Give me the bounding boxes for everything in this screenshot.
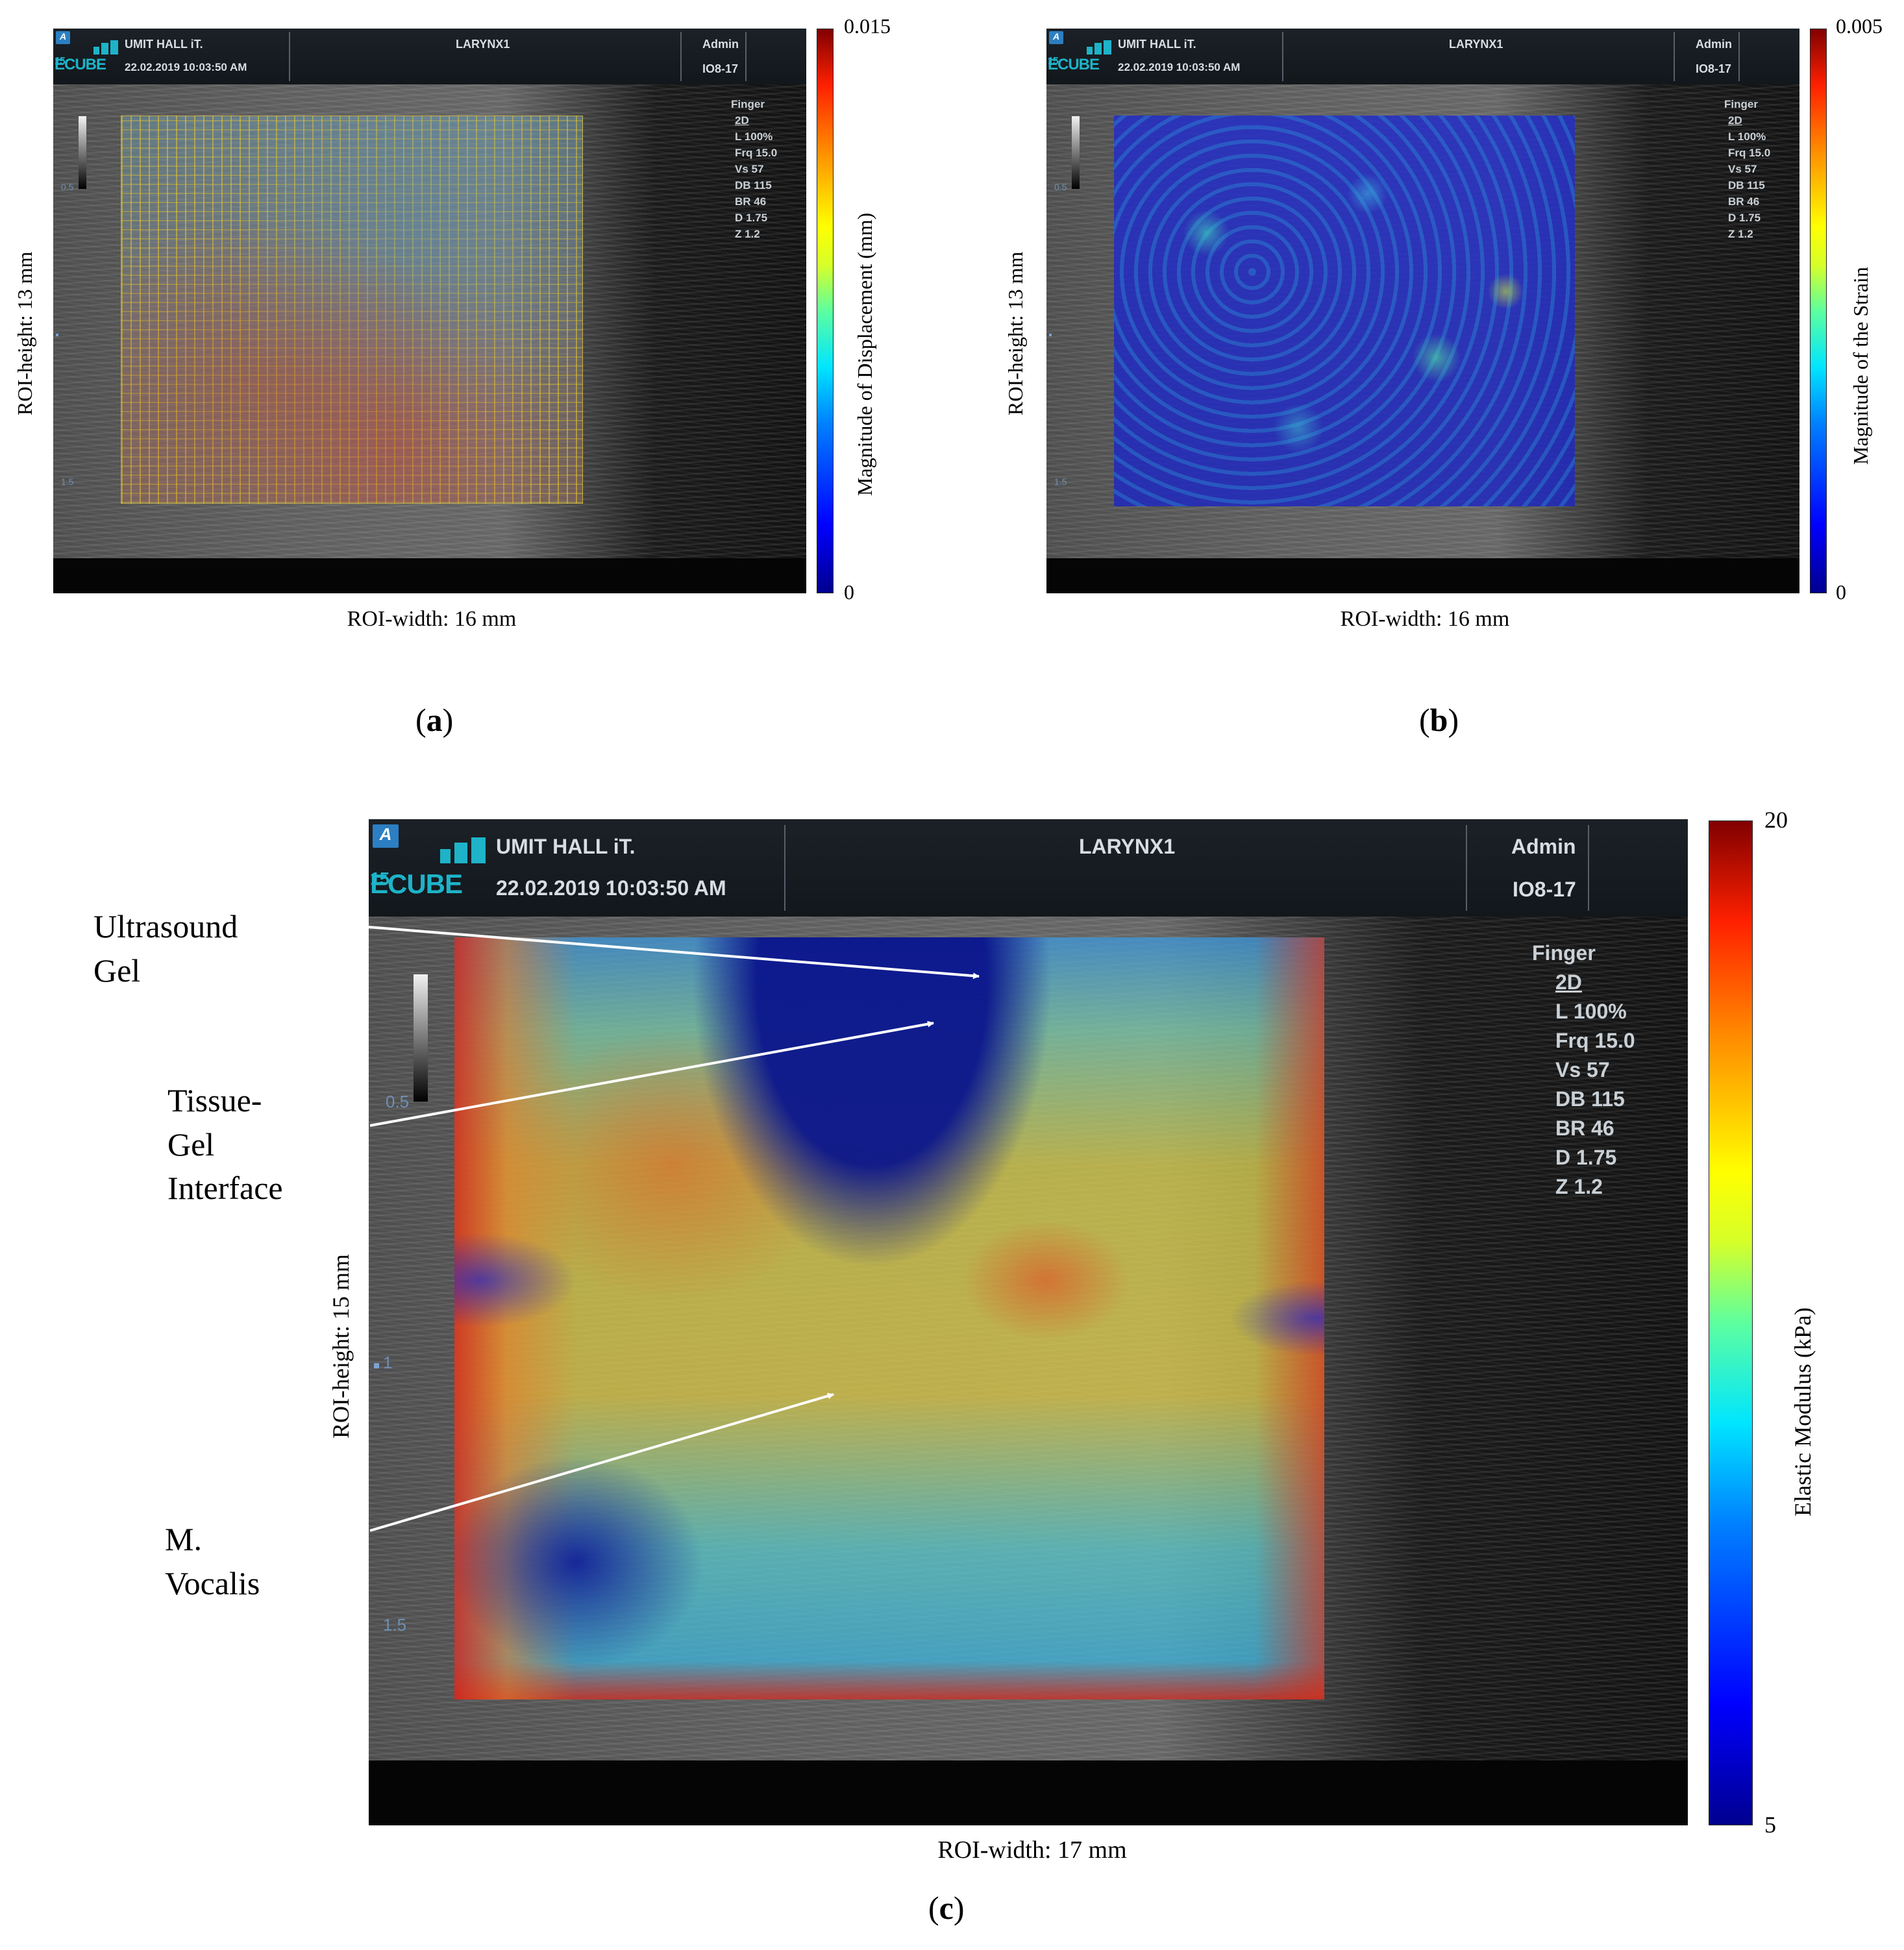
colorbar-elastic-modulus — [1709, 821, 1753, 1825]
displacement-overlay — [121, 116, 583, 504]
strain-overlay — [1114, 116, 1575, 506]
brand-cubes-icon — [93, 40, 119, 57]
logo-mark: A — [1049, 31, 1063, 44]
probe-name: IO8-17 — [702, 62, 739, 75]
depth-mark-1: 1 — [383, 1353, 393, 1372]
user-name: Admin — [702, 38, 739, 51]
colorbar-max: 0.015 — [844, 14, 891, 38]
exam-datetime: 22.02.2019 10:03:50 AM — [125, 61, 247, 73]
x-axis-label: ROI-width: 16 mm — [347, 607, 517, 631]
colorbar-max: 20 — [1764, 807, 1788, 833]
depth-mark-15: 1.5 — [61, 476, 74, 487]
image-bottom-bar — [1046, 558, 1799, 593]
elastic-modulus-overlay — [454, 937, 1324, 1699]
depth-mark-05: 0.5 — [386, 1092, 410, 1111]
ultrasound-header: A ECUBE 15 UMIT HALL iT. 22.02.2019 10:03… — [1046, 29, 1799, 84]
depth-marker-icon — [1049, 334, 1052, 336]
exam-datetime: 22.02.2019 10:03:50 AM — [496, 876, 726, 900]
panel-caption-b: (b) — [1419, 702, 1459, 738]
annotation-m-vocalis: M. Vocalis — [165, 1521, 260, 1601]
annotation-tissue-gel-interface: Tissue-Gel Interface — [167, 1082, 283, 1206]
hospital-name: UMIT HALL iT. — [125, 38, 203, 51]
brand-cubes-icon — [440, 837, 487, 867]
hospital-name: UMIT HALL iT. — [1118, 38, 1196, 51]
arrow-interface — [369, 1020, 934, 1127]
depth-mark-05: 0.5 — [1054, 182, 1067, 192]
x-axis-label: ROI-width: 16 mm — [1340, 607, 1510, 631]
arrow-muscle — [369, 1392, 834, 1532]
ultrasound-image-c: A ECUBE 15 UMIT HALL iT. 22.02.2019 10:03… — [369, 819, 1688, 1825]
gain-scale — [413, 974, 428, 1102]
ultrasound-header: A ECUBE 15 UMIT HALL iT. 22.02.2019 10:03… — [369, 819, 1688, 917]
imaging-params: Finger 2D L 100% Frq 15.0 Vs 57 DB 115 BR 4… — [731, 98, 778, 240]
image-bottom-bar — [53, 558, 806, 593]
colorbar-displacement — [817, 29, 834, 593]
probe-name: IO8-17 — [1696, 62, 1732, 75]
depth-marker-icon — [56, 334, 58, 336]
logo-mark: A — [56, 31, 70, 44]
arrow-gel — [367, 926, 980, 980]
colorbar-max: 0.005 — [1836, 14, 1883, 38]
depth-mark-15: 1.5 — [1054, 476, 1067, 487]
ultrasound-image-a: A ECUBE 15 UMIT HALL iT. 22.02.2019 10:03… — [53, 29, 806, 593]
brand-cubes-icon — [1087, 40, 1113, 57]
depth-marker-icon — [374, 1363, 379, 1368]
colorbar-strain — [1810, 29, 1827, 593]
user-name: Admin — [1696, 38, 1732, 51]
imaging-params: Finger 2D L 100% Frq 15.0 Vs 57 DB 115 BR 4… — [1532, 941, 1635, 1198]
probe-name: IO8-17 — [1513, 878, 1576, 901]
exam-datetime: 22.02.2019 10:03:50 AM — [1118, 61, 1241, 73]
patient-name: LARYNX1 — [1079, 835, 1176, 858]
hospital-name: UMIT HALL iT. — [496, 835, 636, 858]
user-name: Admin — [1511, 835, 1576, 858]
patient-name: LARYNX1 — [1449, 38, 1503, 51]
depth-mark-05: 0.5 — [61, 182, 74, 192]
gain-scale — [78, 116, 87, 190]
gain-scale — [1071, 116, 1080, 190]
panel-caption-c: (c) — [928, 1890, 965, 1926]
colorbar-min: 0 — [844, 580, 854, 604]
imaging-params: Finger 2D L 100% Frq 15.0 Vs 57 DB 115 BR 4… — [1724, 98, 1771, 240]
logo-mark: A — [373, 824, 399, 848]
ultrasound-image-b: A ECUBE 15 UMIT HALL iT. 22.02.2019 10:03… — [1046, 29, 1799, 593]
x-axis-label: ROI-width: 17 mm — [937, 1836, 1127, 1864]
image-bottom-bar — [369, 1760, 1688, 1825]
annotation-ultrasound-gel: Ultrasound Gel — [93, 908, 238, 989]
depth-mark-15: 1.5 — [383, 1615, 407, 1635]
colorbar-min: 5 — [1764, 1812, 1776, 1838]
ultrasound-header: A ECUBE 15 UMIT HALL iT. 22.02.2019 10:03… — [53, 29, 806, 84]
patient-name: LARYNX1 — [456, 38, 510, 51]
panel-caption-a: (a) — [415, 702, 454, 738]
colorbar-min: 0 — [1836, 580, 1846, 604]
